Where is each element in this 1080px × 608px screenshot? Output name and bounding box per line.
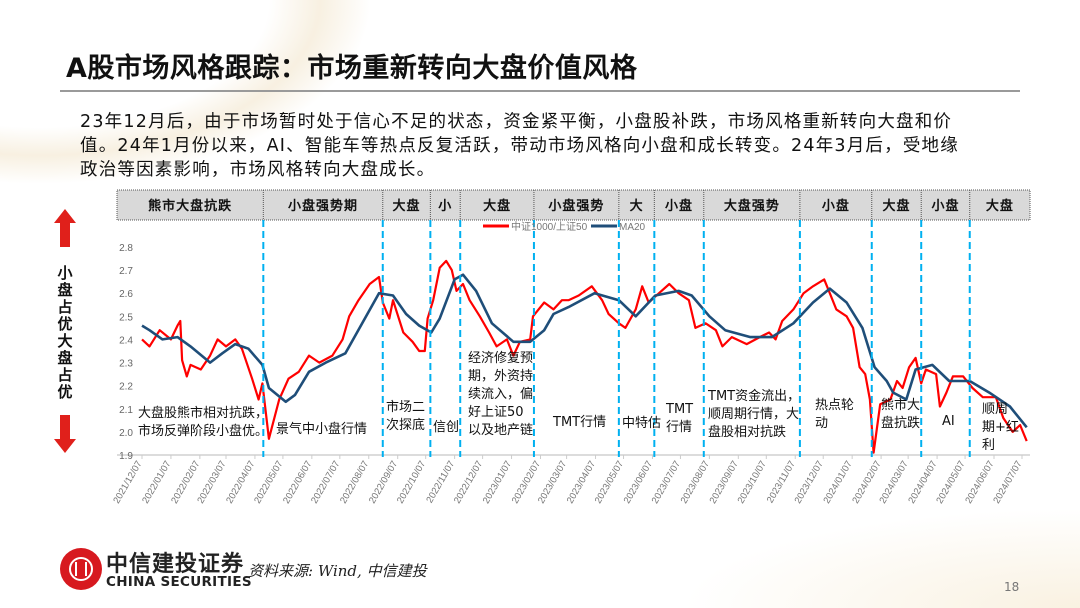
arrow-down-icon bbox=[60, 415, 70, 439]
brand-name-cn: 中信建投证券 bbox=[106, 551, 245, 577]
slide-title: A股市场风格跟踪：市场重新转向大盘价值风格 bbox=[66, 53, 638, 84]
summary-line: 值。24年1月份以来，AI、智能车等热点反复活跃，带动市场风格向小盘和成长转变。… bbox=[80, 136, 959, 156]
phase-header bbox=[116, 189, 1031, 221]
phase-label: 大盘 bbox=[393, 198, 421, 214]
summary-paragraph: 23年12月后，由于市场暂时处于信心不足的状态，资金紧平衡，小盘股补跌，市场风格… bbox=[80, 110, 1020, 182]
data-source: 资料来源: Wind, 中信建投 bbox=[248, 562, 427, 580]
annotation: TMT资金流出， 顺周期行情，大 盘股相对抗跌 bbox=[708, 389, 801, 440]
arrow-up-icon bbox=[54, 209, 76, 223]
y-tick-label: 2.6 bbox=[119, 289, 133, 300]
x-tick-label: 2022/08/07 bbox=[338, 459, 371, 506]
background-decoration bbox=[0, 0, 400, 200]
y-tick-label: 1.9 bbox=[119, 451, 133, 462]
annotation: TMT行情 bbox=[553, 415, 607, 430]
x-tick-label: 2021/12/07 bbox=[111, 459, 144, 506]
annotation: 顺周 期+红 利 bbox=[982, 402, 1019, 453]
legend-label: MA20 bbox=[619, 222, 646, 233]
summary-line: 政治等因素影响，市场风格转向大盘成长。 bbox=[80, 160, 436, 180]
legend-label: 中证1000/上证50 bbox=[511, 220, 588, 233]
y-tick-label: 2.0 bbox=[119, 428, 133, 439]
x-tick-label: 2022/10/07 bbox=[395, 459, 428, 506]
annotation: 市场二 次探底 bbox=[386, 400, 426, 433]
y-tick-label: 2.7 bbox=[119, 266, 133, 277]
phase-label: 小盘 bbox=[822, 198, 850, 214]
x-tick-label: 2022/01/07 bbox=[140, 459, 173, 506]
annotation: 熊市大 盘抗跌 bbox=[881, 398, 921, 431]
title-divider bbox=[60, 90, 1020, 92]
annotation: 中特估 bbox=[622, 416, 662, 431]
page-number: 18 bbox=[1004, 580, 1020, 594]
company-logo bbox=[60, 548, 102, 590]
phase-label: 小盘强势期 bbox=[288, 198, 358, 214]
phase-label: 大盘 bbox=[986, 198, 1014, 214]
y-tick-label: 2.3 bbox=[119, 359, 133, 370]
y-tick-label: 2.1 bbox=[119, 405, 133, 416]
annotation: TMT 行情 bbox=[666, 402, 694, 435]
annotation: 经济修复预 期，外资持 续流入，偏 好上证50 以及地产链 bbox=[468, 351, 534, 438]
x-tick-label: 2023/05/07 bbox=[593, 459, 626, 506]
phase-label: 大盘 bbox=[483, 198, 511, 214]
x-tick-label: 2023/10/07 bbox=[736, 459, 769, 506]
annotation: AI bbox=[942, 414, 955, 429]
legend: 中证1000/上证50 MA20 bbox=[483, 220, 646, 233]
y-tick-label: 2.4 bbox=[119, 335, 133, 346]
logo-bars bbox=[75, 562, 87, 576]
x-tick-label: 2024/07/07 bbox=[991, 459, 1024, 506]
x-tick-label: 2022/12/07 bbox=[452, 459, 485, 506]
series-line-ratio bbox=[141, 259, 1028, 454]
annotation: 大盘股熊市相对抗跌， 市场反弹阶段小盘优。 bbox=[138, 406, 269, 439]
x-tick-label: 2024/05/07 bbox=[934, 459, 967, 506]
annotation: 热点轮 动 bbox=[815, 398, 855, 431]
x-tick-label: 2024/01/07 bbox=[821, 459, 854, 506]
brand-name-en: CHINA SECURITIES bbox=[106, 574, 252, 590]
background-decoration bbox=[680, 508, 1080, 608]
phase-label: 小盘 bbox=[665, 198, 693, 214]
x-tick-label: 2023/07/07 bbox=[650, 459, 683, 506]
arrow-up-icon bbox=[60, 223, 70, 247]
phase-label: 小盘 bbox=[931, 198, 959, 214]
x-tick-label: 2023/01/07 bbox=[481, 459, 514, 506]
y-tick-label: 2.8 bbox=[119, 243, 133, 254]
logo-ring bbox=[69, 557, 93, 581]
phase-label: 小盘强势 bbox=[548, 198, 604, 214]
x-tick-label: 2022/05/07 bbox=[252, 459, 285, 506]
side-label: 小盘占优 大盘占优 bbox=[57, 264, 73, 401]
phase-label: 小 bbox=[438, 199, 452, 214]
x-tick-label: 2022/07/07 bbox=[309, 459, 342, 506]
style-direction-indicator: 小盘占优 大盘占优 bbox=[48, 205, 80, 460]
y-tick-label: 2.5 bbox=[119, 312, 133, 323]
annotation: 景气中小盘行情 bbox=[276, 422, 368, 437]
summary-line: 23年12月后，由于市场暂时处于信心不足的状态，资金紧平衡，小盘股补跌，市场风格… bbox=[80, 112, 953, 132]
phase-label: 大盘 bbox=[882, 198, 910, 214]
y-tick-label: 2.2 bbox=[119, 382, 133, 393]
x-tick-label: 2023/08/07 bbox=[679, 459, 712, 506]
phase-label: 大 bbox=[630, 198, 644, 214]
phase-label: 熊市大盘抗跌 bbox=[148, 198, 232, 214]
arrow-down-icon bbox=[54, 439, 76, 453]
series-line-ma20 bbox=[141, 273, 1028, 429]
x-tick-label: 2023/12/07 bbox=[793, 459, 826, 506]
phase-label: 大盘强势 bbox=[724, 198, 780, 214]
annotation: 信创 bbox=[433, 420, 460, 435]
